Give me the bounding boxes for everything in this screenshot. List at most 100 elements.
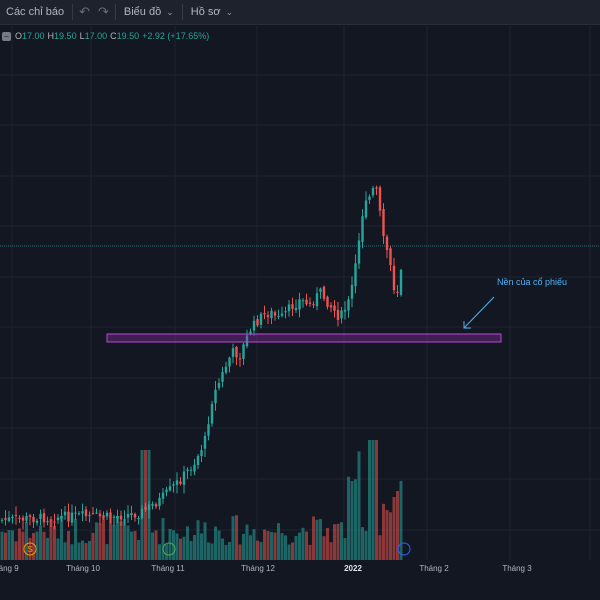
- open-value: 17.00: [22, 31, 45, 41]
- dividend-event-icon[interactable]: [162, 542, 176, 556]
- chevron-down-icon: ⌄: [225, 6, 234, 17]
- volume-bar: [154, 530, 158, 560]
- candle-body: [18, 517, 21, 519]
- volume-bar: [245, 524, 249, 560]
- redo-icon[interactable]: ↷: [98, 4, 109, 19]
- x-axis-label: Tháng 2: [419, 564, 449, 573]
- candle-body: [70, 512, 74, 523]
- candle-body: [375, 187, 378, 189]
- volume-bar: [322, 536, 326, 560]
- volume-bar: [382, 503, 385, 560]
- volume-bar: [340, 522, 343, 560]
- candle-body: [46, 521, 49, 523]
- volume-bar: [42, 531, 46, 560]
- volume-bar: [228, 542, 231, 560]
- candle-body: [322, 286, 326, 299]
- volume-bar: [98, 523, 102, 560]
- candle-body: [396, 291, 399, 293]
- candle-body: [95, 512, 98, 514]
- candle-body: [11, 516, 14, 519]
- volume-bar: [49, 519, 53, 560]
- candle-body: [151, 503, 154, 506]
- candle-body: [252, 320, 256, 331]
- candle-body: [242, 344, 245, 359]
- toolbar-divider: [72, 4, 74, 20]
- candle-body: [326, 296, 329, 307]
- candle-body: [102, 515, 105, 519]
- indicators-button[interactable]: Các chỉ báo: [0, 0, 70, 24]
- candle-body: [39, 513, 42, 519]
- candle-body: [112, 516, 116, 518]
- volume-bar: [329, 542, 333, 560]
- candle-body: [371, 188, 375, 196]
- candle-body: [298, 299, 301, 310]
- volume-bar: [287, 544, 291, 560]
- candle-body: [224, 366, 228, 373]
- volume-bar: [175, 533, 179, 560]
- volume-bar: [231, 516, 235, 560]
- volume-bar: [67, 530, 70, 560]
- volume-bar: [210, 543, 214, 560]
- earnings-event-icon[interactable]: [397, 542, 411, 556]
- profile-label: Hồ sơ: [190, 6, 221, 18]
- candle-body: [77, 513, 81, 515]
- candle-body: [28, 515, 32, 518]
- volume-bar: [123, 520, 126, 560]
- price-chart[interactable]: S: [0, 24, 600, 560]
- volume-bar: [319, 518, 322, 560]
- volume-bar: [46, 537, 49, 560]
- chart-type-button[interactable]: Biểu đồ ⌄: [118, 0, 180, 24]
- ohlc-legend: – O17.00 H19.50 L17.00 C19.50 +2.92 (+17…: [2, 29, 212, 43]
- volume-bar: [84, 543, 88, 560]
- split-event-icon[interactable]: [23, 542, 37, 556]
- candle-body: [277, 316, 280, 318]
- open-label: O: [15, 31, 23, 41]
- volume-bar: [39, 525, 42, 560]
- candle-body: [382, 209, 385, 237]
- volume-bar: [347, 476, 350, 560]
- candle-body: [308, 302, 312, 304]
- volume-bar: [361, 527, 364, 560]
- candle-body: [392, 265, 396, 291]
- candle-body: [81, 511, 84, 514]
- candle-body: [147, 504, 151, 511]
- volume-bar: [112, 525, 116, 560]
- volume-bar: [385, 510, 389, 560]
- volume-bar: [116, 515, 119, 560]
- volume-bar: [364, 530, 368, 560]
- candle-body: [84, 509, 88, 517]
- volume-bar: [371, 440, 375, 560]
- volume-bar: [217, 530, 221, 560]
- profile-button[interactable]: Hồ sơ ⌄: [185, 0, 239, 24]
- annotation-text[interactable]: Nền của cổ phiếu: [497, 277, 568, 287]
- collapse-icon[interactable]: –: [2, 31, 11, 41]
- chevron-down-icon: ⌄: [166, 6, 174, 17]
- volume-bar: [109, 517, 112, 560]
- candle-body: [245, 335, 249, 347]
- candle-body: [91, 512, 95, 514]
- candle-body: [301, 300, 305, 302]
- candle-body: [7, 517, 11, 521]
- volume-bar: [238, 544, 242, 560]
- candle-body: [63, 511, 67, 516]
- candle-body: [291, 304, 294, 309]
- volume-bar: [298, 532, 301, 560]
- split-event-label: S: [27, 545, 32, 554]
- volume-bar: [266, 531, 270, 560]
- volume-bar: [196, 520, 200, 560]
- candle-body: [354, 263, 357, 287]
- candle-body: [284, 311, 287, 313]
- volume-bar: [326, 528, 329, 560]
- candle-body: [238, 358, 242, 360]
- annotation-arrow[interactable]: [463, 296, 495, 329]
- toolbar-divider: [114, 4, 116, 20]
- undo-icon[interactable]: ↶: [79, 4, 90, 19]
- volume-bar: [119, 521, 123, 560]
- volume-bar: [214, 526, 217, 560]
- high-value: 19.50: [54, 31, 77, 41]
- support-zone[interactable]: [106, 333, 502, 343]
- candle-body: [231, 348, 235, 357]
- candle-body: [14, 514, 18, 516]
- candle-body: [361, 216, 364, 242]
- candle-body: [287, 304, 291, 312]
